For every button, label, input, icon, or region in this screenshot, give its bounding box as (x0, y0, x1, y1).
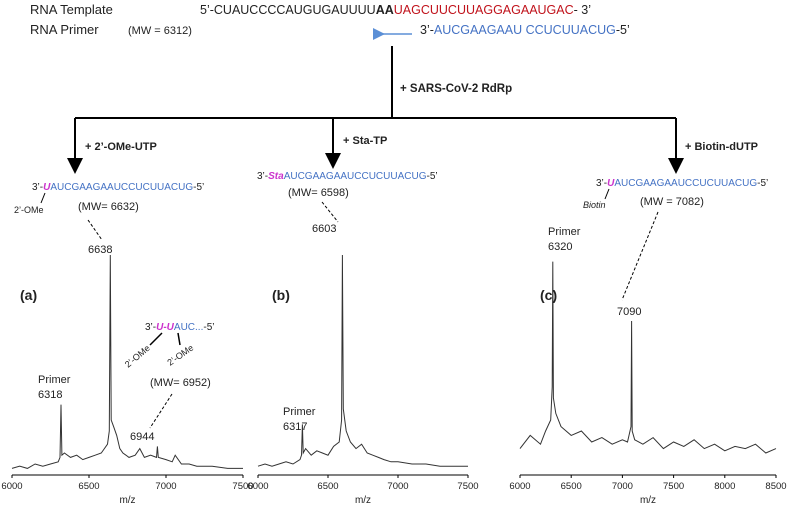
seq-part: 3’- (420, 23, 434, 37)
p: 3’- (32, 182, 43, 193)
mod: Biotin (583, 200, 606, 210)
p: 3’- (257, 171, 268, 182)
p: Sta (268, 171, 284, 182)
product: 3’-UAUCGAAGAAUCCUCUUACUG-5’ (596, 178, 768, 189)
peak-label: 6318 (38, 389, 62, 401)
bond (149, 332, 163, 346)
peak-label: 6638 (88, 244, 112, 256)
spectrum (11, 254, 243, 469)
peak-label: 6320 (548, 241, 572, 253)
p: U (43, 182, 51, 193)
x-axis-label: m/z (640, 495, 656, 506)
p: -5’ (203, 322, 214, 333)
mod: 2’-OMe (165, 343, 195, 368)
x-tick-label: 6000 (1, 481, 22, 492)
seq-blue: AUCGAAGAAU CCUCUUACUG (434, 23, 616, 37)
dash (321, 201, 339, 223)
mw: (MW= 6952) (150, 377, 211, 389)
x-tick-label: 6500 (561, 481, 582, 492)
peak-label: Primer (283, 406, 316, 418)
x-tick-label: 6500 (317, 481, 338, 492)
panel-label: (b) (272, 287, 290, 303)
p: AUCGAAGAAUCCUCUUACUG (614, 178, 757, 189)
enzyme: + SARS-CoV-2 RdRp (400, 83, 512, 95)
reagent: + Biotin-dUTP (685, 141, 758, 153)
peak-label: 7090 (617, 306, 641, 318)
bond (40, 192, 46, 204)
primer-label: RNA Primer (30, 22, 99, 37)
seq-part: -5’ (616, 23, 630, 37)
p: AUCGAAGAAUCCUCUUACUG (50, 182, 193, 193)
p: AUC... (174, 322, 203, 333)
reagent: + 2’-OMe-UTP (85, 141, 157, 153)
x-tick-label: 7000 (155, 481, 176, 492)
dash (621, 211, 659, 301)
spectrum (519, 261, 777, 454)
mw: (MW= 6598) (288, 187, 349, 199)
bond (177, 332, 181, 346)
x-tick-label: 7500 (457, 481, 478, 492)
seq-part: - 3’ (574, 3, 591, 17)
panel-label: (a) (20, 287, 37, 303)
p: U (607, 178, 615, 189)
seq-part: 5’-CUAUCCCCAUGUGAUUUU (200, 3, 376, 17)
x-tick-label: 6000 (247, 481, 268, 492)
peak-label: Primer (38, 374, 71, 386)
x-axis-label: m/z (119, 495, 135, 506)
inset-product: 3’-U-UAUC...-5’ (145, 322, 214, 333)
x-tick-label: 7500 (232, 481, 253, 492)
bond (604, 188, 610, 200)
mod: 2’-OMe (14, 205, 44, 215)
p: U-U (156, 322, 175, 333)
x-axis-label: m/z (355, 495, 371, 506)
mod: 2’-OMe (123, 343, 152, 370)
x-tick-label: 7000 (612, 481, 633, 492)
p: -5’ (193, 182, 204, 193)
peak-label: 6603 (312, 223, 336, 235)
seq-red: UAGCUUCUUAGGAGAAUGAC (394, 3, 574, 17)
peak-label: Primer (548, 226, 581, 238)
p: -5’ (757, 178, 768, 189)
p: 3’- (596, 178, 607, 189)
spectrum (257, 254, 468, 467)
template-seq: 5’-CUAUCCCCAUGUGAUUUUAAUAGCUUCUUAGGAGAAU… (200, 3, 591, 17)
dash (149, 393, 173, 429)
template-label: RNA Template (30, 2, 113, 17)
product: 3’-UAUCGAAGAAUCCUCUUACUG-5’ (32, 182, 204, 193)
primer-mw: (MW = 6312) (128, 25, 192, 37)
x-tick-label: 6500 (78, 481, 99, 492)
x-tick-label: 8000 (714, 481, 735, 492)
reagent: + Sta-TP (343, 135, 387, 147)
dash (87, 219, 103, 241)
p: AUCGAAGAAUCCUCUUACUG (284, 171, 427, 182)
p: 3’- (145, 322, 156, 333)
x-tick-label: 8500 (765, 481, 786, 492)
seq-bold: AA (376, 3, 394, 17)
mw: (MW= 6632) (78, 201, 139, 213)
panel-label: (c) (540, 287, 557, 303)
primer-seq: 3’-AUCGAAGAAU CCUCUUACUG-5’ (420, 23, 630, 37)
x-tick-label: 7000 (387, 481, 408, 492)
x-tick-label: 7500 (663, 481, 684, 492)
product: 3’-StaAUCGAAGAAUCCUCUUACUG-5’ (257, 171, 438, 182)
peak-label: 6317 (283, 421, 307, 433)
p: -5’ (426, 171, 437, 182)
x-tick-label: 6000 (509, 481, 530, 492)
mw: (MW = 7082) (640, 196, 704, 208)
peak-label: 6944 (130, 431, 154, 443)
